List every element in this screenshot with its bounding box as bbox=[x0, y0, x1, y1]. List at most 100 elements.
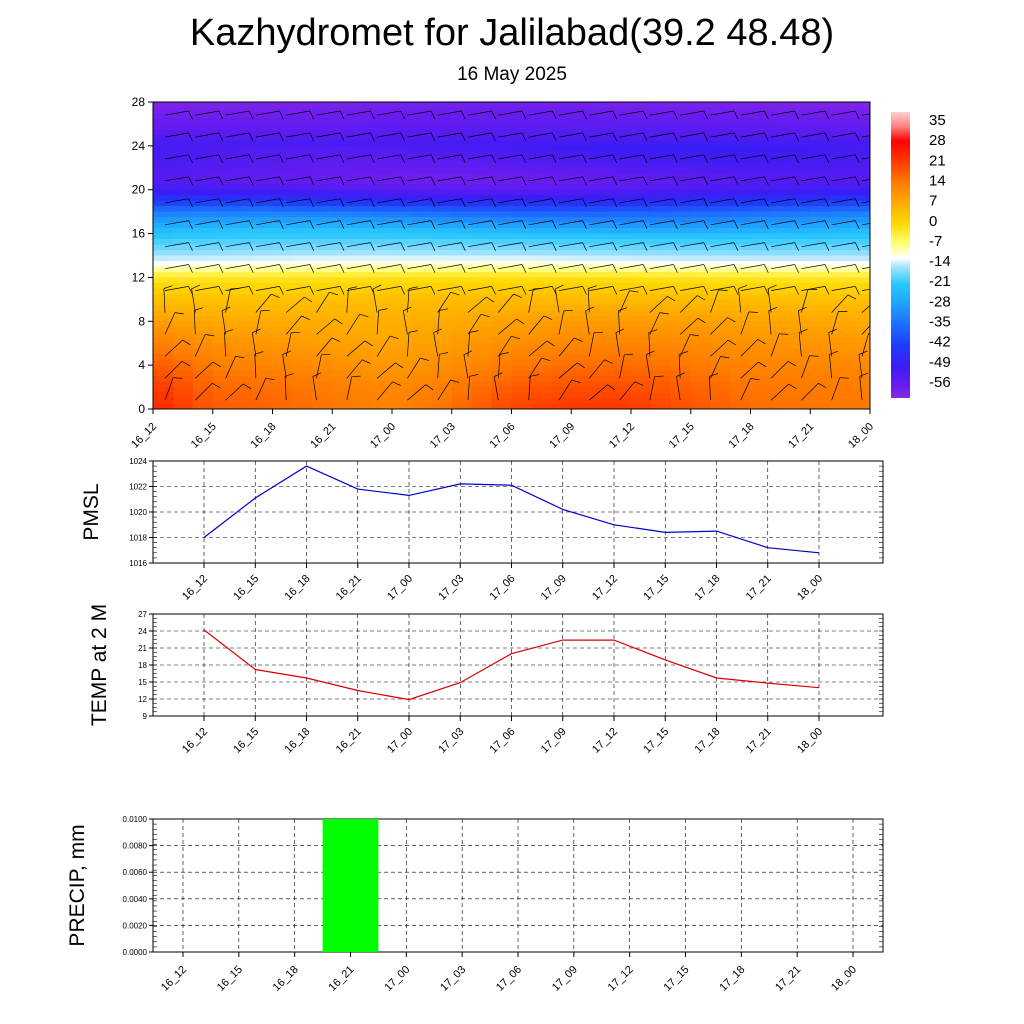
wind-barb-feather bbox=[339, 198, 345, 207]
wind-barb bbox=[316, 354, 322, 379]
field-cell bbox=[551, 112, 572, 120]
wind-barb bbox=[710, 132, 735, 138]
field-cell bbox=[710, 293, 732, 300]
field-cell bbox=[312, 250, 333, 257]
field-cell bbox=[232, 195, 254, 202]
field-cell bbox=[411, 239, 433, 246]
field-cell bbox=[750, 271, 772, 279]
field-cell bbox=[471, 184, 493, 191]
field-cell bbox=[192, 293, 214, 300]
wind-barb-feather bbox=[188, 132, 193, 142]
field-cell bbox=[650, 403, 672, 409]
field-cell bbox=[850, 107, 870, 114]
wind-barb bbox=[589, 384, 608, 401]
wind-barb bbox=[528, 264, 553, 270]
wind-barb-feather bbox=[563, 309, 573, 312]
field-cell bbox=[153, 140, 174, 147]
field-cell bbox=[232, 398, 254, 405]
field-cell bbox=[571, 156, 592, 163]
field-cell bbox=[332, 365, 353, 372]
field-cell bbox=[192, 277, 214, 284]
field-cell bbox=[631, 282, 652, 289]
field-cell bbox=[690, 250, 712, 257]
field-cell bbox=[411, 343, 433, 350]
field-cell bbox=[710, 140, 732, 147]
field-cell bbox=[650, 151, 672, 158]
field-cell bbox=[830, 277, 851, 284]
field-cell bbox=[770, 233, 791, 240]
wind-barb-feather bbox=[824, 198, 830, 207]
field-cell bbox=[232, 189, 254, 196]
wind-barb-feather bbox=[521, 198, 527, 207]
field-cell bbox=[172, 387, 194, 394]
wind-barb-feather bbox=[370, 220, 375, 229]
field-cell bbox=[511, 255, 533, 262]
field-cell bbox=[491, 387, 513, 394]
wind-barb bbox=[463, 354, 469, 379]
field-cell bbox=[392, 107, 413, 114]
field-cell bbox=[611, 337, 632, 344]
field-cell bbox=[292, 299, 313, 306]
field-cell bbox=[232, 387, 254, 394]
wind-barb-feather bbox=[582, 220, 587, 229]
field-cell bbox=[491, 217, 513, 224]
field-cell bbox=[372, 140, 393, 147]
field-cell bbox=[551, 129, 572, 136]
wind-barb bbox=[710, 242, 735, 248]
field-cell bbox=[670, 134, 692, 141]
wind-barb-feather bbox=[491, 264, 496, 273]
x-tick-label: 16_12 bbox=[180, 726, 210, 756]
field-cell bbox=[491, 370, 513, 377]
field-cell bbox=[153, 304, 174, 311]
x-tick-label: 17_06 bbox=[494, 964, 524, 994]
field-cell bbox=[770, 228, 791, 235]
field-cell bbox=[710, 200, 732, 207]
field-cell bbox=[710, 354, 732, 361]
field-cell bbox=[770, 211, 791, 218]
field-cell bbox=[332, 162, 353, 169]
field-cell bbox=[451, 102, 473, 109]
wind-barb bbox=[801, 110, 826, 116]
field-cell bbox=[312, 217, 333, 224]
field-cell bbox=[312, 348, 333, 355]
field-cell bbox=[352, 206, 373, 213]
field-cell bbox=[451, 156, 473, 163]
field-cell bbox=[272, 310, 294, 317]
field-cell bbox=[212, 392, 234, 399]
field-cell bbox=[511, 387, 533, 394]
field-cell bbox=[352, 337, 373, 344]
wind-barb-feather bbox=[750, 378, 760, 381]
field-cell bbox=[710, 173, 732, 180]
field-cell bbox=[431, 118, 453, 125]
field-cell bbox=[850, 321, 870, 328]
x-tick-label: 17_06 bbox=[488, 726, 518, 756]
wind-barb bbox=[191, 288, 196, 313]
field-cell bbox=[431, 222, 453, 229]
wind-barb bbox=[316, 318, 336, 335]
field-cell bbox=[571, 222, 592, 229]
field-cell bbox=[172, 321, 194, 328]
field-cell bbox=[670, 277, 692, 284]
field-cell bbox=[611, 332, 632, 339]
field-cell bbox=[312, 359, 333, 366]
field-cell bbox=[650, 277, 672, 284]
field-cell bbox=[172, 140, 194, 147]
colorbar-gradient bbox=[891, 112, 910, 398]
field-cell bbox=[670, 162, 692, 169]
field-cell bbox=[690, 282, 712, 289]
wind-barb bbox=[316, 242, 341, 248]
field-cell bbox=[750, 167, 772, 174]
field-cell bbox=[690, 244, 712, 251]
field-cell bbox=[631, 184, 652, 191]
field-cell bbox=[511, 332, 533, 339]
field-cell bbox=[212, 195, 234, 202]
field-cell bbox=[650, 288, 672, 295]
field-cell bbox=[471, 321, 493, 328]
field-cell bbox=[372, 260, 393, 268]
field-cell bbox=[232, 260, 254, 268]
field-cell bbox=[232, 118, 254, 125]
field-cell bbox=[571, 195, 592, 202]
field-cell bbox=[392, 288, 413, 295]
field-cell bbox=[172, 398, 194, 405]
field-cell bbox=[511, 102, 533, 109]
